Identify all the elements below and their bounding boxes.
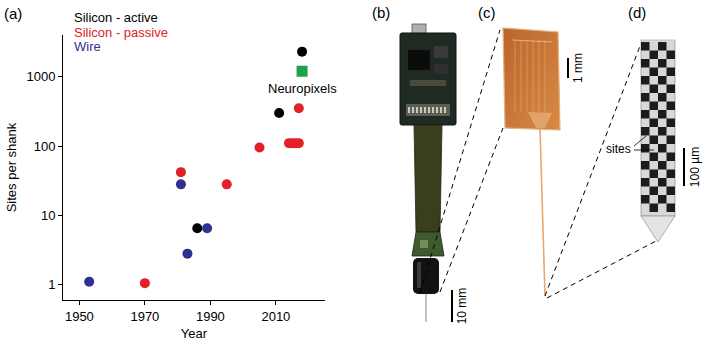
svg-text:sites: sites [606,142,631,156]
svg-text:1970: 1970 [130,309,159,324]
svg-text:1950: 1950 [65,309,94,324]
svg-text:Silicon - passive: Silicon - passive [74,25,168,40]
svg-text:100 µm: 100 µm [688,147,702,187]
svg-text:2010: 2010 [261,309,290,324]
svg-text:Wire: Wire [74,39,101,54]
svg-text:(b): (b) [372,4,390,21]
svg-text:1000: 1000 [26,69,55,84]
svg-text:10: 10 [41,208,55,223]
svg-text:Neuropixels: Neuropixels [268,81,337,96]
svg-text:(d): (d) [628,4,646,21]
svg-text:10 mm: 10 mm [455,288,469,325]
svg-text:1 mm: 1 mm [571,53,585,83]
svg-text:(a): (a) [4,5,22,22]
svg-text:(c): (c) [478,4,496,21]
svg-text:Silicon - active: Silicon - active [74,10,158,25]
svg-text:100: 100 [34,139,56,154]
svg-text:1: 1 [48,277,55,292]
svg-text:1990: 1990 [196,309,225,324]
svg-text:Year: Year [181,326,208,341]
svg-text:Sites per shank: Sites per shank [4,122,19,212]
